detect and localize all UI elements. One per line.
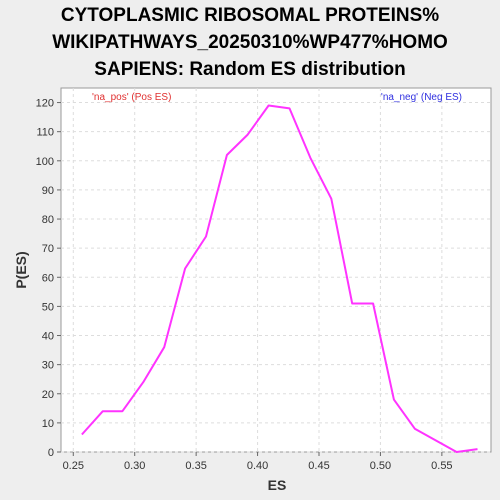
grid <box>61 88 491 453</box>
y-tick-label: 60 <box>42 272 54 284</box>
y-tick-label: 20 <box>42 389 54 401</box>
y-tick-label: 100 <box>36 156 54 168</box>
x-tick-label: 0.50 <box>370 460 391 472</box>
x-tick-label: 0.40 <box>247 460 268 472</box>
y-tick-label: 30 <box>42 360 54 372</box>
x-tick-label: 0.25 <box>63 460 84 472</box>
chart-title-line-2: WIKIPATHWAYS_20250310%WP477%HOMO <box>52 32 448 53</box>
x-tick-label: 0.55 <box>431 460 452 472</box>
chart-title-line-1: CYTOPLASMIC RIBOSOMAL PROTEINS% <box>60 5 440 26</box>
y-tick-label: 90 <box>42 185 54 197</box>
plot-area <box>60 87 492 453</box>
y-axis-label: P(ES) <box>13 251 29 288</box>
x-tick-label: 0.35 <box>185 460 206 472</box>
chart-title: CYTOPLASMIC RIBOSOMAL PROTEINS% WIKIPATH… <box>0 2 500 83</box>
y-tick-label: 40 <box>42 331 54 343</box>
x-tick-label: 0.30 <box>124 460 145 472</box>
y-tick-label: 80 <box>42 214 54 226</box>
legend-neg-label: 'na_neg' (Neg ES) <box>381 92 462 103</box>
y-tick-label: 10 <box>42 418 54 430</box>
y-tick-label: 120 <box>36 98 54 110</box>
series-line <box>81 104 478 453</box>
legend-pos-label: 'na_pos' (Pos ES) <box>92 92 171 103</box>
x-tick-label: 0.45 <box>308 460 329 472</box>
y-tick-label: 110 <box>36 127 54 139</box>
y-tick-label: 70 <box>42 243 54 255</box>
axes: 0 10 20 30 40 50 60 70 80 90 100 110 120 0.25 0.30 0.35… <box>36 98 453 472</box>
y-tick-label: 0 <box>48 447 54 459</box>
chart-title-line-3: SAPIENS: Random ES distribution <box>94 59 406 80</box>
x-axis-label: ES <box>268 477 287 493</box>
y-tick-label: 50 <box>42 301 54 313</box>
